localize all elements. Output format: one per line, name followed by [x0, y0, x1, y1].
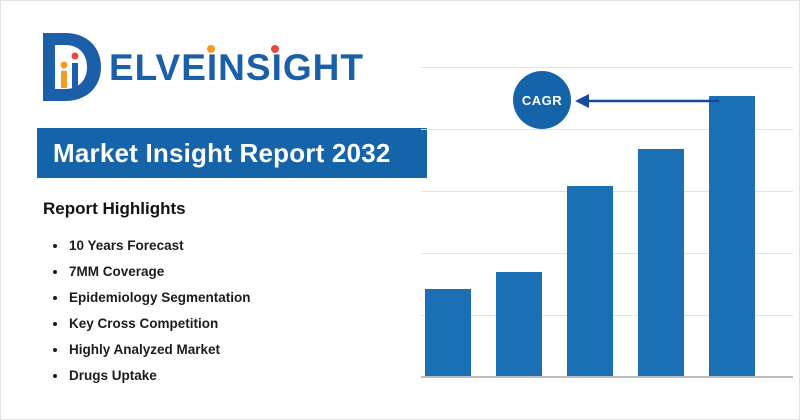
list-item: Epidemiology Segmentation: [53, 285, 251, 311]
list-item: Drugs Uptake: [53, 363, 251, 389]
delveinsight-logo: ELVEINSIGHT: [39, 29, 364, 105]
bar: [496, 272, 542, 376]
bar: [709, 96, 755, 376]
bar: [567, 186, 613, 376]
bar: [638, 149, 684, 376]
logo-wordmark-text: ELVEINSIGHT: [109, 46, 364, 88]
list-item: Key Cross Competition: [53, 311, 251, 337]
highlights-list: 10 Years Forecast 7MM Coverage Epidemiol…: [53, 233, 251, 389]
cagr-label: CAGR: [521, 92, 563, 108]
bar-group: [425, 96, 755, 376]
cagr-badge: CAGR: [513, 71, 571, 129]
report-title: Market Insight Report 2032: [53, 137, 391, 168]
report-title-banner: Market Insight Report 2032: [37, 128, 427, 178]
gridline: [421, 129, 793, 130]
logo-accent-dot-icon: [207, 44, 215, 53]
logo-accent-dot-icon: [271, 44, 279, 53]
x-axis-line: [421, 376, 793, 378]
bar-chart: CAGR: [421, 61, 793, 379]
logo-wordmark: ELVEINSIGHT: [109, 44, 364, 88]
left-arrow-icon: [575, 94, 719, 108]
list-item: 10 Years Forecast: [53, 233, 251, 259]
list-item: Highly Analyzed Market: [53, 337, 251, 363]
gridline: [421, 67, 793, 68]
highlights-heading: Report Highlights: [43, 199, 186, 218]
list-item: 7MM Coverage: [53, 259, 251, 285]
bar: [425, 289, 471, 376]
delveinsight-logo-d-icon: [43, 33, 101, 101]
